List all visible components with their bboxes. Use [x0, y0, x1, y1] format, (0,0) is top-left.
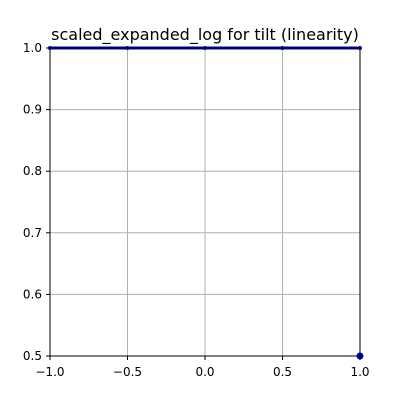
y-tick-label: 0.7 [23, 226, 42, 240]
series-layer [48, 46, 364, 360]
chart-title: scaled_expanded_log for tilt (linearity) [51, 25, 359, 45]
y-tick-label: 0.6 [23, 287, 42, 301]
tick-layer: −1.0 −0.5 0.0 0.5 1.0 0.5 0.6 0.7 0.8 0.9 1.0 [23, 41, 370, 379]
y-tick-label: 1.0 [23, 41, 42, 55]
x-tick-label: 0.0 [195, 365, 214, 379]
x-tick-label: −1.0 [35, 365, 64, 379]
grid-layer [49, 47, 361, 357]
y-tick-label: 0.8 [23, 164, 42, 178]
y-tick-label: 0.9 [23, 103, 42, 117]
y-tick-label: 0.5 [23, 349, 42, 363]
x-tick-label: 1.0 [350, 365, 369, 379]
x-tick-label: 0.5 [273, 365, 292, 379]
x-tick-label: −0.5 [113, 365, 142, 379]
